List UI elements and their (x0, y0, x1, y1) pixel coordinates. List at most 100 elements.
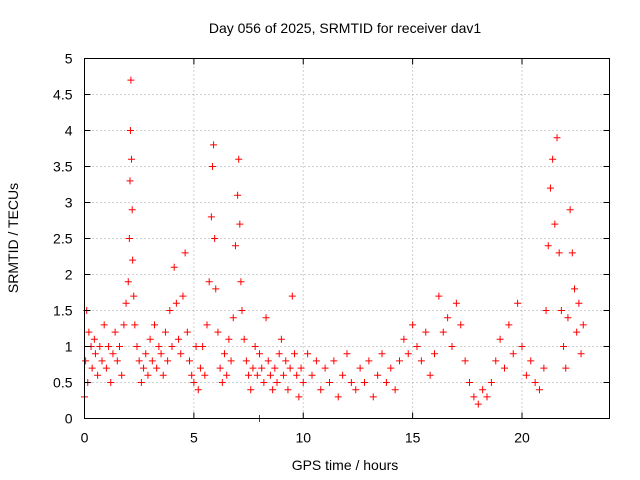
data-point (256, 350, 263, 358)
data-point (118, 371, 126, 379)
data-point (126, 127, 134, 134)
x-axis-ticks: 0 5 10 15 20 (81, 58, 530, 446)
data-point (168, 343, 176, 350)
data-point (231, 242, 239, 250)
data-point (452, 299, 460, 307)
data-point (299, 379, 307, 386)
data-point (492, 357, 500, 365)
y-tick-label: 2.5 (53, 231, 73, 247)
data-point (238, 307, 246, 314)
data-point (527, 357, 535, 365)
data-point (343, 350, 351, 358)
data-point (483, 393, 491, 401)
data-point (144, 371, 152, 379)
data-point (566, 206, 574, 214)
data-point (127, 76, 135, 84)
data-point (201, 371, 209, 379)
x-tick-label: 0 (81, 430, 89, 446)
data-point (240, 335, 248, 343)
data-point (540, 364, 548, 372)
data-point (218, 379, 226, 386)
data-point (179, 292, 187, 300)
data-point (339, 371, 347, 379)
x-tick-label: 5 (190, 430, 198, 446)
data-point (501, 364, 508, 372)
data-point (124, 278, 132, 286)
data-point (236, 220, 244, 228)
data-point (120, 321, 128, 329)
data-point (557, 307, 565, 314)
data-point (546, 184, 554, 192)
y-tick-label: 4.5 (53, 87, 73, 103)
data-point (251, 343, 259, 350)
data-point (312, 357, 320, 365)
data-point (417, 357, 425, 365)
data-point (164, 357, 172, 365)
data-point (391, 386, 399, 394)
plot-frame (84, 58, 610, 419)
data-point (356, 364, 364, 372)
data-point (571, 285, 578, 293)
data-point (258, 364, 266, 372)
data-point (553, 134, 561, 142)
data-point (91, 350, 99, 358)
data-point (128, 206, 136, 214)
y-tick-label: 4 (65, 123, 73, 139)
data-point (264, 357, 272, 365)
data-point (126, 177, 134, 185)
data-point (551, 220, 559, 228)
data-point (555, 249, 563, 257)
data-point (148, 357, 156, 365)
data-point (151, 321, 158, 329)
data-point (225, 335, 233, 343)
data-point (470, 393, 478, 401)
data-point (90, 335, 98, 343)
data-point (522, 371, 530, 379)
data-point (85, 328, 93, 336)
data-point (199, 343, 207, 350)
x-tick-label: 10 (295, 430, 311, 446)
data-point (229, 314, 237, 322)
data-point (560, 343, 568, 350)
data-point (227, 357, 235, 365)
y-tick-label: 3.5 (53, 159, 73, 175)
data-point (536, 386, 543, 394)
data-point (579, 321, 587, 329)
data-point (505, 321, 513, 329)
data-point (105, 343, 113, 350)
data-point (130, 292, 138, 300)
y-tick-label: 0 (65, 411, 73, 427)
data-point (334, 393, 342, 401)
data-point (361, 379, 368, 386)
data-point (82, 357, 90, 365)
data-point (192, 343, 200, 350)
grid (84, 58, 610, 419)
data-point (409, 321, 417, 329)
data-point (280, 371, 288, 379)
data-point (98, 357, 106, 365)
data-point (133, 343, 141, 350)
data-point (365, 357, 373, 365)
data-point (183, 328, 191, 336)
data-point (262, 314, 270, 322)
data-point (474, 400, 482, 408)
data-point (321, 364, 329, 372)
data-point (295, 393, 303, 401)
data-point (194, 386, 202, 394)
data-point (448, 343, 456, 350)
x-tick-label: 15 (405, 430, 421, 446)
data-point (122, 299, 130, 307)
y-tick-label: 0.5 (53, 375, 73, 391)
data-point (116, 343, 123, 350)
data-points (81, 76, 587, 422)
data-point (100, 321, 108, 329)
data-point (286, 364, 294, 372)
data-point (444, 314, 452, 322)
data-point (573, 328, 581, 336)
data-point (496, 335, 504, 343)
data-point (269, 386, 277, 394)
data-point (347, 379, 355, 386)
data-point (196, 364, 204, 372)
data-point (542, 307, 550, 314)
